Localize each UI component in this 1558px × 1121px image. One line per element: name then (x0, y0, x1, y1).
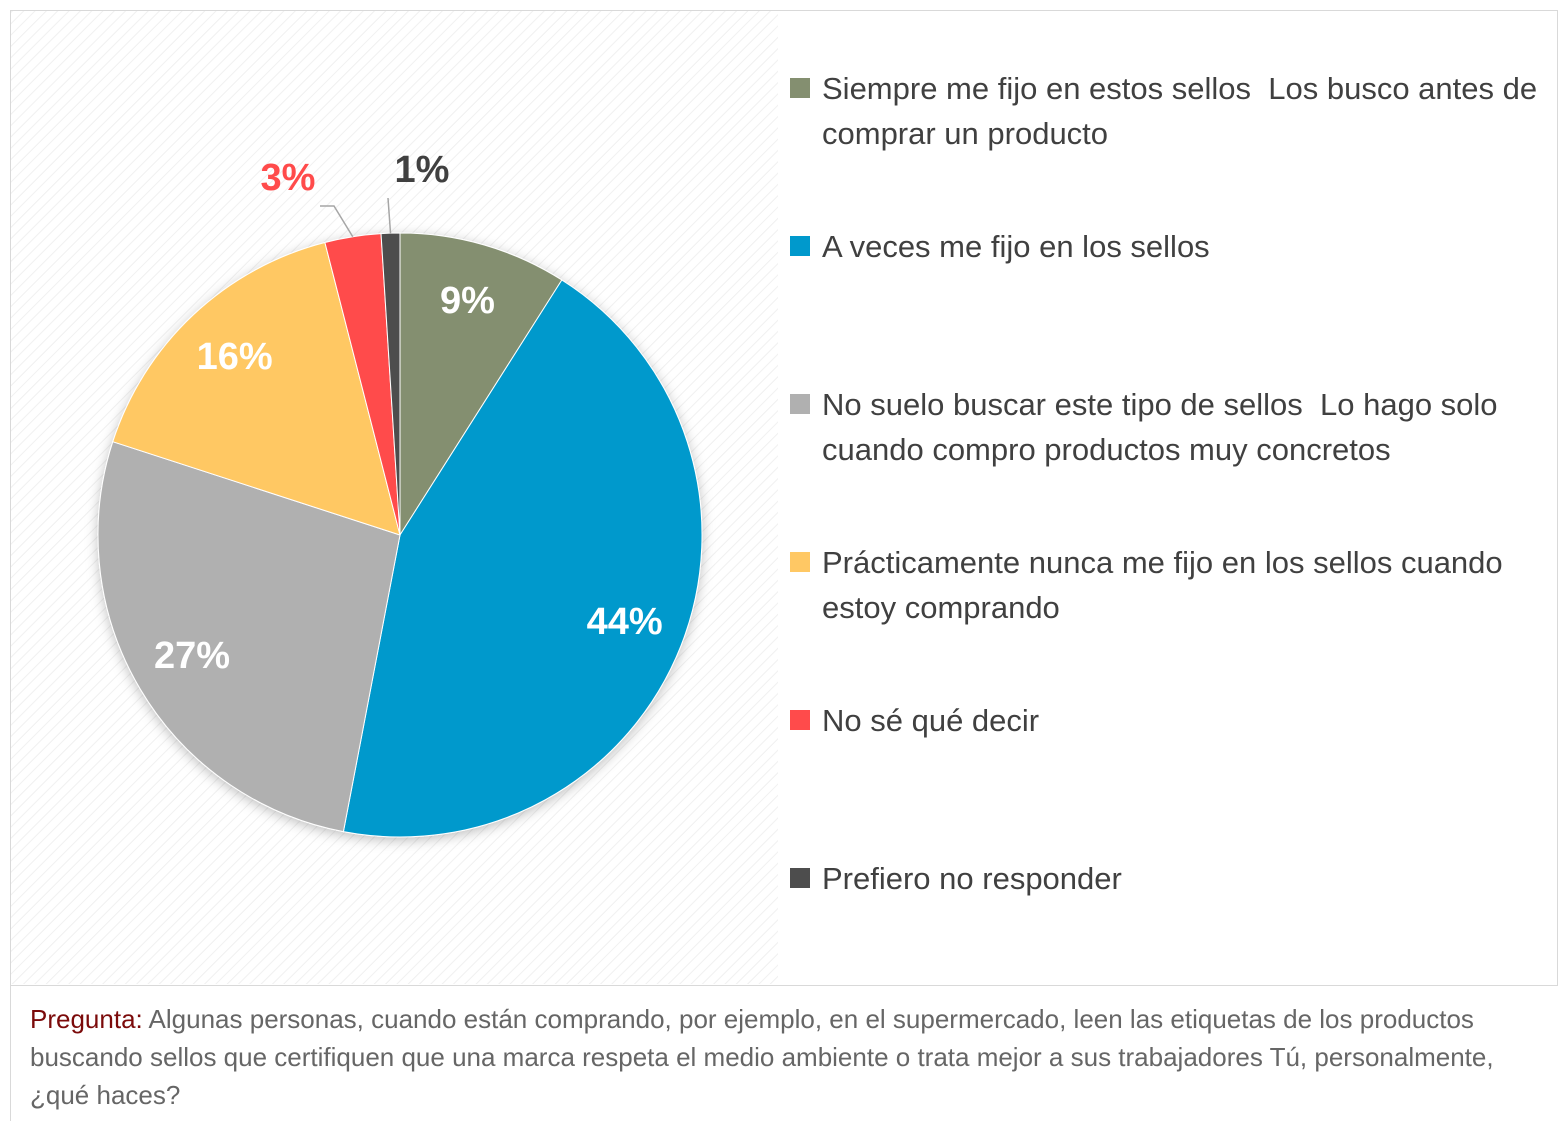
legend-label: Prácticamente nunca me fijo en los sello… (822, 545, 1512, 625)
legend-item: Prefiero no responder (790, 856, 1550, 901)
legend-swatch (790, 710, 810, 730)
data-label: 16% (197, 336, 273, 378)
legend-label: A veces me fijo en los sellos (822, 229, 1210, 264)
legend-item: Siempre me fijo en estos sellos Los busc… (790, 66, 1550, 156)
legend-swatch (790, 78, 810, 98)
caption: Pregunta: Algunas personas, cuando están… (30, 1000, 1550, 1114)
legend-label: Siempre me fijo en estos sellos Los busc… (822, 71, 1546, 151)
pie-slice (342, 279, 703, 838)
legend-swatch (790, 552, 810, 572)
pie-slice (399, 232, 563, 537)
pie-slice (112, 241, 401, 536)
data-label: 9% (440, 280, 495, 322)
legend-label: Prefiero no responder (822, 861, 1122, 896)
data-label: 3% (261, 157, 316, 199)
data-label: 1% (395, 149, 450, 191)
legend-label: No sé qué decir (822, 703, 1040, 738)
leader-line (320, 205, 354, 238)
legend-item: A veces me fijo en los sellos (790, 224, 1550, 269)
leader-line (387, 197, 392, 234)
divider (10, 985, 11, 1121)
legend-item: No suelo buscar este tipo de sellos Lo h… (790, 382, 1550, 472)
pie-slice (380, 232, 401, 536)
legend-swatch (790, 394, 810, 414)
pie (97, 232, 703, 838)
legend-swatch (790, 236, 810, 256)
data-label: 27% (154, 635, 230, 677)
legend-swatch (790, 868, 810, 888)
caption-text: Algunas personas, cuando están comprando… (30, 1004, 1494, 1110)
data-label: 44% (587, 601, 663, 643)
caption-label: Pregunta: (30, 1004, 143, 1034)
legend-item: Prácticamente nunca me fijo en los sello… (790, 540, 1550, 630)
chart: 9% 44% 27% 16% 3% 1% (11, 11, 778, 984)
pie-slice (97, 441, 401, 833)
legend-label: No suelo buscar este tipo de sellos Lo h… (822, 387, 1507, 467)
legend-item: No sé qué decir (790, 698, 1550, 743)
